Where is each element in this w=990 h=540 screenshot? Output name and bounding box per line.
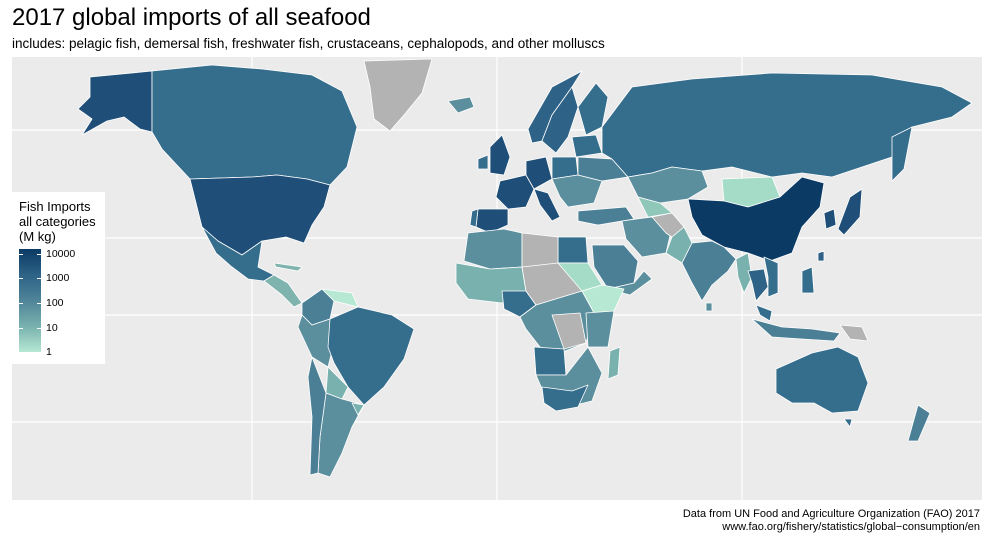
country-france [495, 174, 535, 210]
country-tasmania [843, 418, 853, 428]
legend-tick-mark [19, 328, 23, 329]
countries [77, 58, 973, 478]
country-east-africa [585, 310, 615, 348]
world-map [12, 57, 982, 500]
country-ireland [477, 154, 489, 170]
country-kamchatka [891, 126, 913, 182]
country-alaska [77, 70, 153, 136]
country-greenland [363, 58, 433, 132]
caption-line2: www.fao.org/fishery/statistics/global−co… [722, 521, 980, 533]
country-eastern-europe [551, 174, 603, 208]
country-drc [551, 312, 587, 350]
country-madagascar [607, 346, 621, 380]
country-papua [839, 324, 869, 342]
legend-title-line1: Fish Imports [19, 199, 91, 214]
country-central-america [263, 274, 303, 308]
legend-tick-mark [37, 254, 41, 255]
legend-tick-mark [37, 278, 41, 279]
country-myanmar [735, 252, 753, 294]
legend-tick-mark [19, 352, 23, 353]
country-uk [489, 134, 511, 176]
legend-tick-mark [19, 278, 23, 279]
country-cuba [273, 262, 303, 272]
legend-tick-mark [37, 352, 41, 353]
country-germany [525, 156, 553, 190]
country-south-africa [541, 384, 589, 412]
country-finland [577, 82, 609, 136]
country-japan [837, 188, 863, 236]
chart-subtitle: includes: pelagic fish, demersal fish, f… [12, 36, 605, 51]
country-sri-lanka [705, 302, 713, 312]
country-australia [775, 346, 869, 414]
legend-tick-mark [19, 254, 23, 255]
map-panel [12, 57, 982, 500]
country-philippines [801, 266, 815, 294]
legend-title-line3: (M kg) [19, 229, 56, 244]
country-korea [823, 208, 837, 230]
country-north-africa-west [463, 228, 523, 270]
country-chile [307, 356, 327, 476]
country-italy [533, 188, 561, 222]
country-thailand [747, 268, 769, 302]
country-indonesia [751, 318, 841, 342]
country-egypt [557, 236, 589, 264]
legend-colorbar [19, 249, 41, 352]
country-malaysia [755, 304, 773, 322]
legend-tick-mark [37, 303, 41, 304]
country-angola [533, 346, 567, 376]
legend-tick-label: 10000 [46, 248, 76, 260]
country-uruguay [351, 402, 365, 416]
country-canada [151, 64, 358, 186]
chart-title: 2017 global imports of all seafood [12, 4, 371, 31]
country-taiwan [817, 250, 825, 262]
legend-tick-mark [37, 328, 41, 329]
country-iceland [447, 96, 475, 114]
country-brazil [327, 306, 415, 406]
legend-title: Fish Imports all categories (M kg) [19, 199, 96, 244]
country-portugal [469, 208, 479, 228]
legend: Fish Imports all categories (M kg) 10000… [12, 192, 105, 364]
country-vietnam [763, 256, 779, 298]
country-russia [601, 72, 973, 178]
country-china [687, 176, 825, 262]
country-baltics [571, 134, 603, 158]
country-new-zealand [907, 404, 931, 442]
legend-tick-mark [19, 303, 23, 304]
caption-line1: Data from UN Food and Agriculture Organi… [682, 508, 980, 520]
country-libya [521, 232, 559, 268]
legend-title-line2: all categories [19, 214, 96, 229]
country-turkey [577, 206, 635, 226]
source-caption: Data from UN Food and Agriculture Organi… [683, 508, 980, 534]
legend-tick-label: 1 [46, 346, 52, 358]
legend-tick-label: 1000 [46, 272, 70, 284]
legend-tick-label: 100 [46, 297, 64, 309]
legend-tick-label: 10 [46, 322, 58, 334]
country-india [681, 240, 737, 302]
